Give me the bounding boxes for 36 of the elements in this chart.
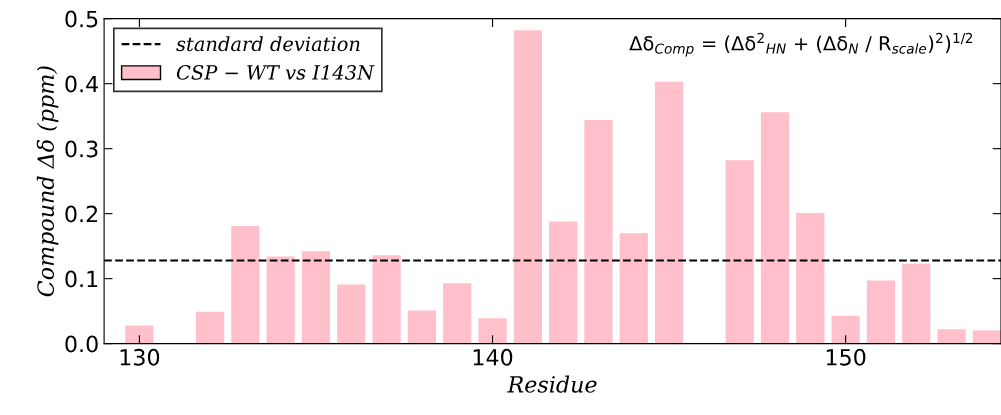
bar <box>760 112 790 344</box>
bar <box>125 325 154 344</box>
bar <box>796 212 825 344</box>
bar <box>513 30 542 344</box>
bar <box>266 256 295 344</box>
y-tick-label: 0.0 <box>65 335 98 353</box>
y-axis-title: Compound Δδ (ppm) <box>36 66 59 297</box>
bar <box>619 233 648 344</box>
bar <box>654 81 684 344</box>
bar <box>902 263 931 344</box>
bar <box>725 160 754 344</box>
y-tick-label: 0.3 <box>65 140 98 158</box>
x-tick-label: 150 <box>826 348 866 366</box>
y-tick-label: 0.4 <box>65 75 98 93</box>
bar <box>937 329 966 344</box>
bar <box>866 280 896 344</box>
y-tick-label: 0.5 <box>65 10 98 28</box>
bar <box>407 310 437 344</box>
legend-label: CSP − WT vs I143N <box>176 65 375 80</box>
x-tick-label: 130 <box>120 348 160 366</box>
text: Δδ$_{Comp}$ = (Δδ$^{2}$$_{HN}$ + (Δδ$_{N}$ / R$_{scale}$)$^{2}$)$^{1/2}$ <box>629 32 973 57</box>
bar <box>478 318 507 344</box>
bar <box>584 120 613 344</box>
bar <box>549 221 578 344</box>
bar <box>195 311 225 344</box>
legend-label: standard deviation <box>176 36 360 52</box>
bar <box>301 251 331 344</box>
bar <box>231 225 260 344</box>
x-tick-label: 140 <box>473 348 513 366</box>
bar <box>372 255 401 344</box>
y-tick-label: 0.1 <box>65 270 98 288</box>
bar <box>831 315 860 344</box>
bar <box>443 283 472 344</box>
x-axis-title: Residue <box>507 375 597 393</box>
bar <box>337 284 366 344</box>
y-tick-label: 0.2 <box>65 205 98 223</box>
